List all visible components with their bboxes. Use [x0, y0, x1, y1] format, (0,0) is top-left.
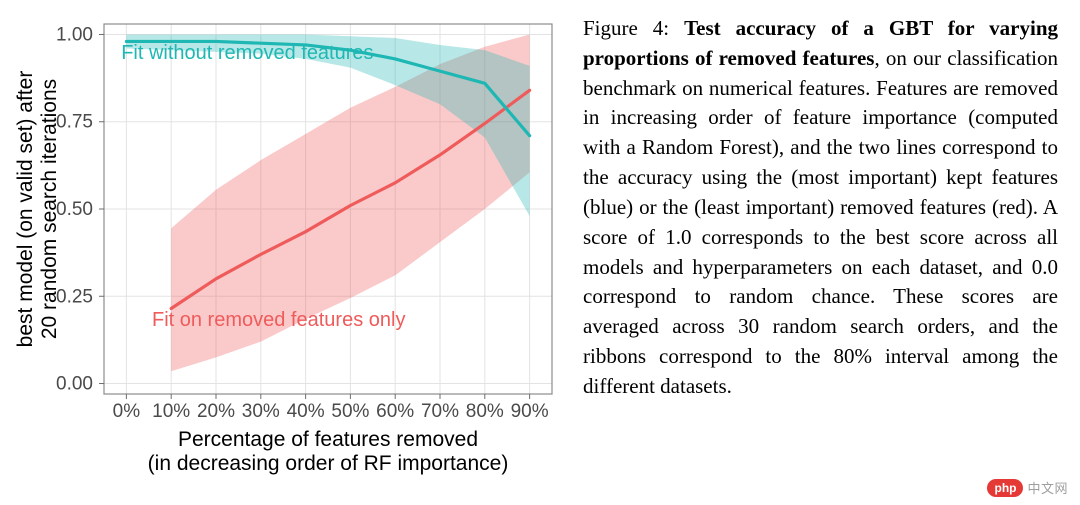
gbt-accuracy-chart: Fit without removed features Fit on remov… [8, 10, 560, 500]
svg-text:Percentage of features removed: Percentage of features removed [178, 428, 478, 451]
svg-text:60%: 60% [376, 401, 414, 422]
figure-caption: Figure 4: Test accuracy of a GBT for var… [565, 0, 1080, 505]
svg-text:0.75: 0.75 [56, 112, 93, 133]
caption-lead: Figure 4: [583, 16, 684, 40]
svg-text:40%: 40% [287, 401, 325, 422]
chart-panel: Fit without removed features Fit on remov… [0, 0, 565, 505]
svg-text:30%: 30% [242, 401, 280, 422]
svg-text:80%: 80% [466, 401, 504, 422]
svg-text:1.00: 1.00 [56, 24, 93, 45]
svg-text:90%: 90% [511, 401, 549, 422]
series-label: Fit without removed features [121, 42, 373, 64]
svg-text:20 random search iterations: 20 random search iterations [38, 79, 61, 339]
svg-text:Normalized GBT test score of: Normalized GBT test score of [8, 71, 13, 346]
svg-text:best model (on valid set) afte: best model (on valid set) after [14, 71, 37, 348]
watermark: php 中文网 [987, 478, 1068, 497]
series-label: Fit on removed features only [152, 309, 405, 331]
svg-text:0.25: 0.25 [56, 286, 93, 307]
svg-text:10%: 10% [152, 401, 190, 422]
svg-text:0.00: 0.00 [56, 374, 93, 395]
caption-body: , on our classification benchmark on num… [583, 46, 1058, 398]
svg-text:70%: 70% [421, 401, 459, 422]
svg-text:20%: 20% [197, 401, 235, 422]
svg-text:0.50: 0.50 [56, 199, 93, 220]
watermark-text: 中文网 [1027, 478, 1068, 497]
svg-text:50%: 50% [331, 401, 369, 422]
watermark-badge: php [987, 479, 1023, 497]
svg-text:(in decreasing order of RF imp: (in decreasing order of RF importance) [148, 452, 509, 475]
svg-text:0%: 0% [113, 401, 141, 422]
